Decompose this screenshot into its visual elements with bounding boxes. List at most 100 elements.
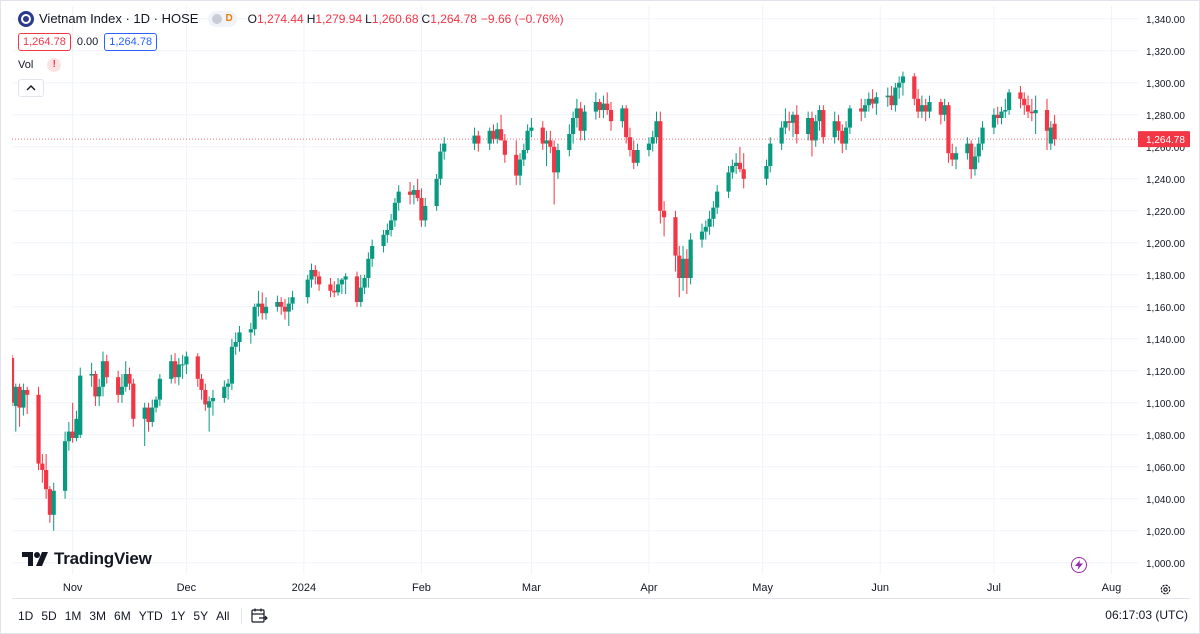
candle-body	[703, 226, 708, 232]
candle	[874, 92, 879, 115]
chart-plot-area[interactable]	[12, 6, 1138, 574]
price-tick-label: 1,260.00	[1146, 143, 1185, 154]
candle-body	[605, 103, 610, 110]
candle-body	[309, 270, 314, 280]
candle-body	[631, 150, 636, 163]
candle	[635, 143, 640, 166]
candle-body	[847, 108, 852, 128]
period-6m-button[interactable]: 6M	[114, 609, 131, 623]
period-ytd-button[interactable]: YTD	[138, 609, 163, 623]
candle	[423, 198, 428, 227]
utc-clock[interactable]: 06:17:03 (UTC)	[1105, 608, 1188, 622]
candle-body	[661, 210, 667, 218]
candle	[131, 378, 136, 427]
candle	[354, 271, 360, 307]
candle-body	[502, 140, 507, 155]
candle	[279, 297, 284, 315]
candle-body	[688, 239, 693, 278]
candle	[1052, 114, 1057, 146]
candle	[787, 111, 792, 131]
candle	[953, 146, 959, 170]
bid-ask-row: 1,264.78 0.00 1,264.78	[18, 33, 564, 51]
candle	[646, 137, 652, 157]
candle-body	[260, 303, 265, 314]
candle	[119, 374, 125, 403]
candle-body	[25, 390, 30, 395]
price-scale-svg[interactable]: 1,000.00 1,020.00 1,040.00 1,060.00 1,080.00…	[1138, 6, 1190, 574]
candle-body	[104, 361, 109, 378]
candle-body	[332, 290, 337, 293]
candle-body	[282, 306, 288, 312]
close-label: C	[421, 12, 431, 26]
candle	[381, 230, 386, 253]
time-axis-svg[interactable]: Nov Dec 2024 Feb Mar Apr May Jun Jul Aug	[12, 576, 1138, 598]
period-5y-button[interactable]: 5Y	[193, 609, 209, 623]
candle	[396, 185, 401, 211]
candle-body	[821, 110, 826, 138]
candle	[866, 92, 871, 112]
period-1y-button[interactable]: 1Y	[170, 609, 186, 623]
candle-body	[146, 407, 151, 422]
candle-body	[1052, 123, 1057, 140]
candle-body	[737, 162, 743, 170]
candle	[999, 106, 1004, 125]
lightning-icon[interactable]	[1071, 557, 1087, 573]
candle	[677, 246, 682, 298]
candle	[927, 95, 932, 118]
date-range-calendar-icon[interactable]	[250, 608, 269, 624]
candle-body	[396, 191, 401, 203]
candle-body	[119, 386, 125, 395]
collapse-legend-button[interactable]	[18, 79, 44, 97]
period-1m-button[interactable]: 1M	[64, 609, 82, 623]
candle-body	[734, 162, 739, 166]
period-all-button[interactable]: All	[216, 609, 230, 623]
candle-body	[813, 121, 818, 141]
candle	[912, 73, 917, 106]
candle	[21, 383, 26, 416]
candle	[229, 338, 234, 390]
candle	[680, 246, 686, 291]
candle-body	[434, 178, 439, 206]
candle	[942, 98, 947, 122]
symbol-title[interactable]: Vietnam Index · 1D · HOSE	[39, 11, 199, 26]
candle	[358, 274, 363, 307]
time-axis[interactable]: Nov Dec 2024 Feb Mar Apr May Jun Jul Aug	[12, 576, 1138, 598]
candle-body	[169, 361, 174, 379]
price-tick-label: 1,240.00	[1146, 175, 1185, 186]
tradingview-logo[interactable]: TradingView	[22, 549, 152, 569]
gear-icon[interactable]	[1159, 583, 1172, 596]
candle-body	[305, 279, 310, 298]
sell-price-button[interactable]: 1,264.78	[18, 33, 71, 51]
candle	[540, 121, 545, 150]
candlestick-chart[interactable]	[12, 6, 1138, 574]
candle	[832, 111, 837, 144]
period-3m-button[interactable]: 3M	[89, 609, 107, 623]
volume-label[interactable]: Vol	[18, 59, 34, 71]
period-1d-button[interactable]: 1D	[18, 609, 34, 623]
candle-body	[17, 386, 22, 408]
candle-body	[89, 374, 94, 376]
market-status-badge[interactable]: D	[208, 11, 237, 27]
price-tick-label: 1,280.00	[1146, 111, 1185, 122]
candle	[514, 140, 519, 186]
candle	[195, 353, 200, 387]
candle-body	[593, 102, 598, 112]
symbol-logo-icon[interactable]	[18, 11, 34, 27]
candle-body	[624, 108, 629, 138]
candle-body	[571, 118, 576, 134]
chevron-up-icon	[26, 85, 36, 91]
candle-body	[226, 383, 231, 387]
time-tick-label: Apr	[640, 582, 657, 594]
candle	[36, 386, 41, 470]
candle	[180, 354, 185, 379]
warning-icon[interactable]: !	[47, 58, 62, 72]
candle	[498, 114, 504, 141]
period-5d-button[interactable]: 5D	[41, 609, 57, 623]
candle	[328, 278, 333, 298]
price-scale[interactable]: 1,000.00 1,020.00 1,040.00 1,060.00 1,080.00…	[1138, 6, 1190, 574]
candle	[142, 402, 147, 446]
candle	[51, 482, 56, 531]
candle-body	[862, 105, 868, 112]
candle-body	[654, 121, 659, 138]
buy-price-button[interactable]: 1,264.78	[104, 33, 158, 51]
